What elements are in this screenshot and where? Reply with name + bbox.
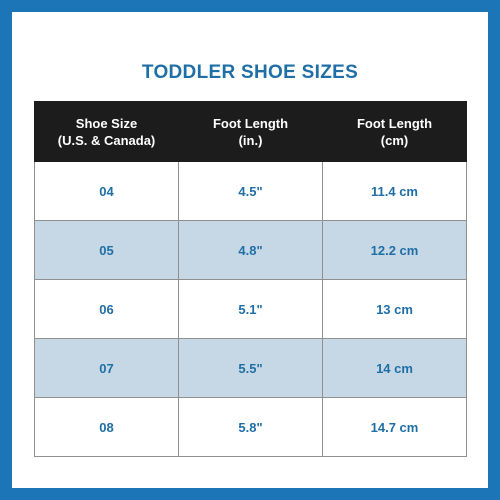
cell-foot-length-cm: 13 cm — [322, 279, 467, 339]
cell-shoe-size: 05 — [34, 220, 179, 280]
cell-foot-length-in: 5.1" — [178, 279, 323, 339]
table-row: 08 5.8" 14.7 cm — [34, 397, 467, 457]
header-foot-length-in: Foot Length (in.) — [178, 101, 323, 162]
cell-foot-length-cm: 14.7 cm — [322, 397, 467, 457]
table-row: 04 4.5" 11.4 cm — [34, 161, 467, 221]
header-foot-length-cm: Foot Length (cm) — [322, 101, 467, 162]
cell-shoe-size: 04 — [34, 161, 179, 221]
table-row: 07 5.5" 14 cm — [34, 338, 467, 398]
cell-foot-length-in: 5.8" — [178, 397, 323, 457]
size-chart-card: TODDLER SHOE SIZES Shoe Size (U.S. & Can… — [12, 12, 488, 488]
cell-foot-length-in: 4.8" — [178, 220, 323, 280]
cell-shoe-size: 06 — [34, 279, 179, 339]
header-foot-length-cm-line2: (cm) — [380, 132, 409, 148]
header-shoe-size-line1: Shoe Size — [75, 115, 138, 131]
size-table: Shoe Size (U.S. & Canada) Foot Length (i… — [34, 101, 467, 457]
table-row: 05 4.8" 12.2 cm — [34, 220, 467, 280]
header-foot-length-in-line1: Foot Length — [212, 115, 289, 131]
table-header-row: Shoe Size (U.S. & Canada) Foot Length (i… — [34, 101, 467, 162]
table-row: 06 5.1" 13 cm — [34, 279, 467, 339]
cell-foot-length-cm: 14 cm — [322, 338, 467, 398]
cell-foot-length-in: 4.5" — [178, 161, 323, 221]
cell-shoe-size: 07 — [34, 338, 179, 398]
header-shoe-size-line2: (U.S. & Canada) — [57, 132, 156, 148]
header-foot-length-in-line2: (in.) — [238, 132, 263, 148]
header-foot-length-cm-line1: Foot Length — [356, 115, 433, 131]
cell-foot-length-cm: 12.2 cm — [322, 220, 467, 280]
chart-title: TODDLER SHOE SIZES — [141, 62, 359, 83]
cell-foot-length-in: 5.5" — [178, 338, 323, 398]
cell-shoe-size: 08 — [34, 397, 179, 457]
cell-foot-length-cm: 11.4 cm — [322, 161, 467, 221]
header-shoe-size: Shoe Size (U.S. & Canada) — [34, 101, 179, 162]
